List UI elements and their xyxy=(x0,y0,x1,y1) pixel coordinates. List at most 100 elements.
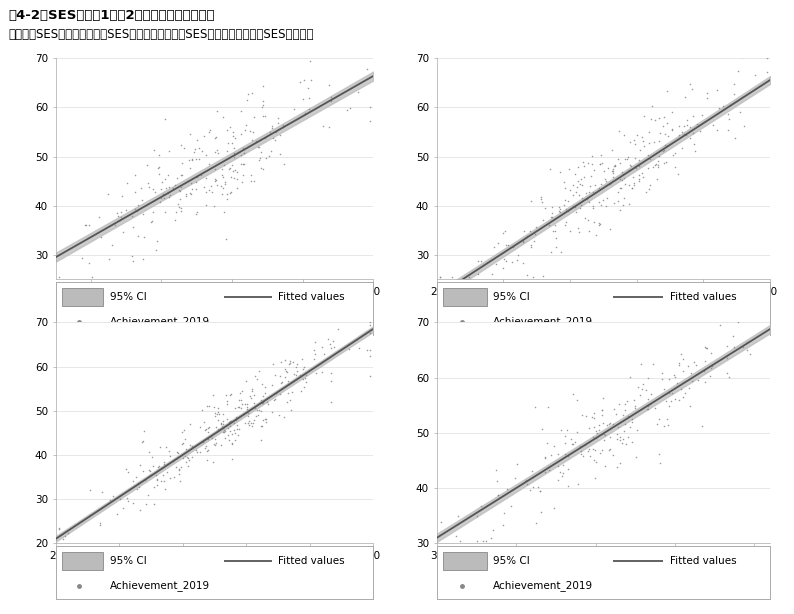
Point xyxy=(94,518,107,528)
Point xyxy=(629,139,642,149)
Point xyxy=(225,429,238,439)
Point xyxy=(649,403,661,413)
Point xyxy=(153,196,166,206)
Point xyxy=(234,403,247,413)
Point xyxy=(152,462,164,472)
Point xyxy=(225,438,238,448)
Point xyxy=(699,342,711,352)
Point xyxy=(552,449,565,459)
Point xyxy=(56,534,69,544)
Point xyxy=(527,272,540,282)
Point xyxy=(154,193,167,203)
Point xyxy=(259,133,272,143)
Point xyxy=(199,173,212,182)
Point xyxy=(661,420,674,430)
Point xyxy=(245,88,258,98)
Point xyxy=(237,158,250,168)
Point xyxy=(723,114,735,124)
Point xyxy=(642,404,654,414)
Point xyxy=(245,176,257,185)
Point xyxy=(126,476,139,486)
Point xyxy=(177,453,190,462)
Point xyxy=(543,220,556,230)
Point xyxy=(263,151,276,161)
Point xyxy=(661,119,673,128)
Point xyxy=(175,141,187,150)
Point xyxy=(116,503,129,513)
Point xyxy=(225,416,237,426)
Point xyxy=(705,363,718,373)
Point xyxy=(177,438,190,448)
Point xyxy=(741,345,754,355)
Point xyxy=(677,129,690,139)
Point xyxy=(203,422,216,432)
Point xyxy=(659,140,672,150)
Point xyxy=(676,367,689,376)
Point xyxy=(303,104,316,114)
Point xyxy=(154,441,167,451)
Point xyxy=(134,460,147,470)
Point xyxy=(143,465,156,475)
Point xyxy=(166,183,179,193)
Point xyxy=(582,446,595,456)
Point xyxy=(550,233,563,243)
Point xyxy=(249,403,261,413)
Point xyxy=(144,470,156,480)
Point xyxy=(245,421,258,431)
Point xyxy=(226,454,239,464)
Point xyxy=(190,177,202,187)
Point xyxy=(294,77,306,87)
Point xyxy=(344,103,357,113)
Point xyxy=(303,93,315,103)
Point xyxy=(257,100,270,110)
Point xyxy=(558,449,571,459)
Point xyxy=(208,441,221,451)
Point xyxy=(524,226,537,236)
Point xyxy=(290,370,303,380)
Point xyxy=(535,194,548,204)
Point xyxy=(722,125,734,135)
Point xyxy=(551,475,564,485)
Point xyxy=(534,486,546,496)
Point xyxy=(561,464,574,473)
Point xyxy=(658,112,671,122)
Point xyxy=(110,509,123,519)
Point xyxy=(198,443,211,453)
Point xyxy=(209,176,222,186)
Point xyxy=(305,76,318,85)
Point xyxy=(241,405,254,414)
Point xyxy=(611,196,624,206)
Point xyxy=(160,183,172,193)
Point xyxy=(610,409,622,419)
Point xyxy=(256,111,269,121)
Point xyxy=(223,123,236,133)
Point xyxy=(574,449,587,459)
Point xyxy=(161,467,174,477)
Point xyxy=(512,251,525,260)
Point xyxy=(156,189,169,199)
Point xyxy=(158,484,171,494)
Point xyxy=(171,447,183,457)
Point xyxy=(625,437,638,447)
Point xyxy=(631,130,644,140)
Point xyxy=(364,317,376,327)
Point xyxy=(652,156,665,166)
Point xyxy=(676,142,688,152)
Point xyxy=(240,376,252,386)
Point xyxy=(688,139,700,149)
Point xyxy=(626,183,638,193)
Point xyxy=(656,373,669,383)
Point xyxy=(614,457,626,467)
Point xyxy=(563,165,576,174)
Point xyxy=(620,395,633,405)
Point xyxy=(184,440,197,449)
Point xyxy=(652,160,665,169)
Point xyxy=(151,480,164,489)
Point xyxy=(208,402,221,411)
Point xyxy=(255,398,268,408)
Point xyxy=(161,188,174,198)
Point xyxy=(106,241,119,251)
Point xyxy=(255,163,268,173)
Point xyxy=(574,179,587,188)
Point xyxy=(200,424,213,433)
